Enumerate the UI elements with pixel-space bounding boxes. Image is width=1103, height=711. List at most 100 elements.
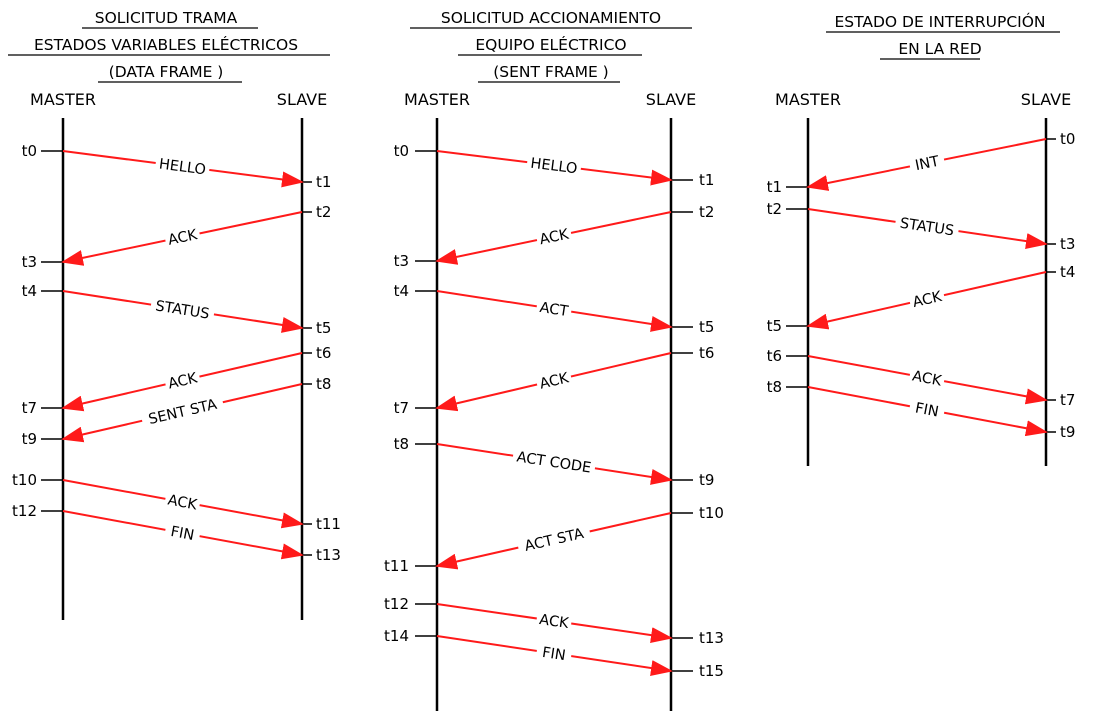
sequence-diagram-2: SOLICITUD ACCIONAMIENTO EQUIPO ELÉCTRICO (… [384,9,724,711]
label-background [163,224,202,250]
time-label-start: t0 [1060,130,1075,148]
diagram-title-line: EN LA RED [898,40,981,58]
label-background [511,446,597,478]
time-label-start: t4 [1060,263,1075,281]
message-label-group: ACT [535,297,573,321]
sequence-diagram-1: SOLICITUD TRAMA ESTADOS VARIABLES ELÉCTRI… [8,9,341,620]
time-label-start: t12 [12,502,37,520]
label-background [894,212,960,241]
message-label: FIN [914,400,940,420]
message-4: t6 t7 ACK [394,344,715,417]
time-label-start: t4 [22,282,37,300]
time-label-start: t10 [12,471,37,489]
message-label: STATUS [154,298,210,322]
time-label-end: t15 [699,662,724,680]
message-5: t8 t9 FIN [767,378,1076,441]
message-label: ACK [538,612,570,632]
label-background [535,224,573,249]
label-background [154,154,211,179]
label-background [535,367,573,394]
time-label-start: t6 [699,344,714,362]
time-label-end: t13 [316,546,341,564]
message-label-group: FIN [535,642,573,665]
message-label-group: ACK [535,367,573,394]
time-label-end: t5 [699,318,714,336]
diagram-title-line: (SENT FRAME ) [493,63,608,81]
message-label: FIN [541,645,567,664]
time-label-end: t5 [767,317,782,335]
message-label: ACK [538,227,570,249]
time-label-start: t6 [316,344,331,362]
time-label-start: t12 [384,595,409,613]
message-7: t12 t13 ACK [384,595,724,647]
message-7: t12 t13 FIN [12,502,341,564]
diagram-title-line: ESTADOS VARIABLES ELÉCTRICOS [34,35,298,54]
time-label-start: t2 [699,203,714,221]
message-label-group: ACK [908,365,946,391]
message-label: STATUS [899,216,955,240]
time-label-end: t5 [316,319,331,337]
label-background [149,295,216,324]
time-label-end: t7 [394,399,409,417]
time-label-end: t9 [699,471,714,489]
message-1: t0 t1 HELLO [22,142,332,191]
time-label-start: t0 [394,142,409,160]
time-label-start: t8 [316,375,331,393]
master-header: MASTER [775,90,841,109]
time-label-end: t11 [316,515,341,533]
message-2: t2 t3 ACK [394,203,715,270]
message-6: t10 t11 ACK [12,471,341,533]
message-1: t0 t1 HELLO [394,142,715,189]
time-label-start: t0 [22,142,37,160]
message-label: HELLO [158,157,207,179]
message-2: t2 t3 ACK [22,203,332,271]
diagram-title-line: (DATA FRAME ) [109,63,224,81]
message-label-group: FIN [908,397,946,422]
time-label-end: t13 [699,629,724,647]
slave-header: SLAVE [1021,90,1071,109]
sequence-diagram-3: ESTADO DE INTERRUPCIÓN EN LA RED MASTER SLA… [767,12,1076,466]
message-1: t0 t1 INT [767,130,1076,196]
label-background [908,365,946,391]
message-3: t4 t5 STATUS [22,282,332,337]
time-label-end: t1 [699,171,714,189]
label-background [140,393,225,430]
message-label-group: ACK [535,224,573,249]
message-label-group: STATUS [149,295,216,324]
message-label-group: ACT CODE [511,446,597,478]
label-background [535,642,573,665]
message-label-group: ACK [163,367,202,394]
time-label-start: t8 [394,435,409,453]
message-6: t10 t11 ACT STA [384,504,724,575]
time-label-end: t11 [384,557,409,575]
label-background [908,397,946,422]
time-label-end: t7 [1060,391,1075,409]
message-label: ACK [166,492,198,513]
message-label-group: SENT STA [140,393,225,430]
time-label-start: t4 [394,282,409,300]
label-background [526,153,582,178]
slave-header: SLAVE [277,90,327,109]
message-label-group: ACK [908,286,946,312]
message-label-group: ACK [163,489,202,515]
time-label-start: t6 [767,347,782,365]
message-label: HELLO [530,156,579,178]
time-label-end: t7 [22,399,37,417]
message-5: t8 t9 ACT CODE [394,435,715,489]
message-8: t14 t15 FIN [384,627,724,680]
diagram-title-line: ESTADO DE INTERRUPCIÓN [834,12,1045,31]
message-4: t6 t7 ACK [767,347,1076,409]
time-label-end: t1 [767,178,782,196]
label-background [163,367,202,394]
time-label-start: t2 [316,203,331,221]
time-label-start: t14 [384,627,409,645]
time-label-start: t2 [767,200,782,218]
message-label-group: FIN [163,520,202,546]
label-background [516,522,592,557]
message-3: t4 t5 ACT [394,282,715,336]
message-label-group: ACK [163,224,202,250]
time-label-start: t10 [699,504,724,522]
message-label: ACK [911,289,944,311]
time-label-end: t1 [316,173,331,191]
